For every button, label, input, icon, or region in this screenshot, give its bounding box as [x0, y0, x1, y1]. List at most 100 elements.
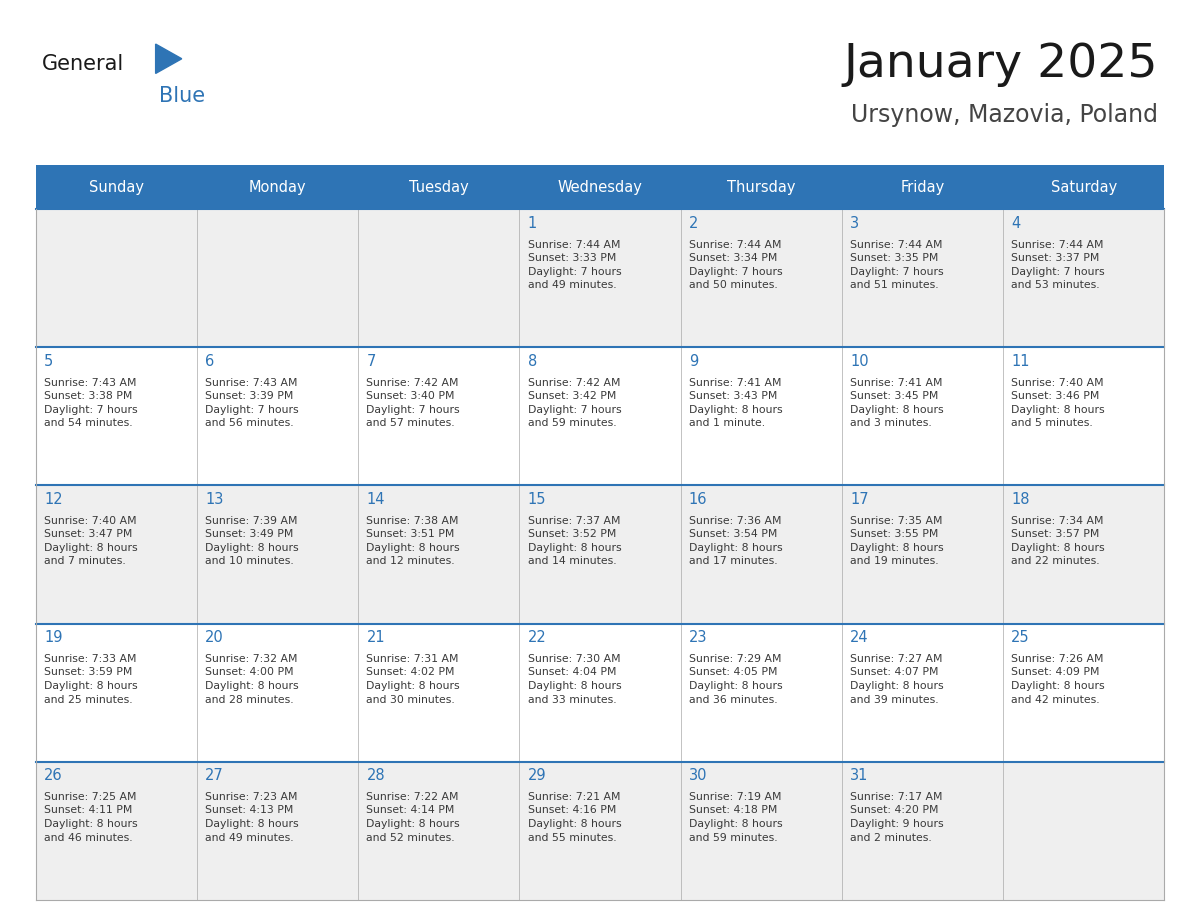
Text: Tuesday: Tuesday: [409, 180, 468, 195]
Text: Sunset: 4:13 PM: Sunset: 4:13 PM: [206, 805, 293, 815]
Text: 25: 25: [1011, 630, 1030, 645]
Text: Daylight: 8 hours: Daylight: 8 hours: [851, 681, 943, 691]
Text: Sunrise: 7:25 AM: Sunrise: 7:25 AM: [44, 792, 137, 801]
Text: Daylight: 8 hours: Daylight: 8 hours: [689, 819, 783, 829]
Text: and 51 minutes.: and 51 minutes.: [851, 280, 939, 290]
Text: Sunset: 4:20 PM: Sunset: 4:20 PM: [851, 805, 939, 815]
Text: Daylight: 8 hours: Daylight: 8 hours: [851, 405, 943, 415]
Text: and 5 minutes.: and 5 minutes.: [1011, 419, 1093, 429]
Bar: [1003, 165, 1164, 209]
Text: and 57 minutes.: and 57 minutes.: [366, 419, 455, 429]
Text: and 50 minutes.: and 50 minutes.: [689, 280, 778, 290]
Text: Sunrise: 7:27 AM: Sunrise: 7:27 AM: [851, 654, 942, 664]
Text: and 2 minutes.: and 2 minutes.: [851, 833, 931, 843]
Text: Thursday: Thursday: [727, 180, 796, 195]
Text: Sunset: 3:35 PM: Sunset: 3:35 PM: [851, 253, 939, 263]
Text: Sunset: 4:00 PM: Sunset: 4:00 PM: [206, 667, 293, 677]
Text: Sunrise: 7:41 AM: Sunrise: 7:41 AM: [689, 377, 782, 387]
Text: Daylight: 8 hours: Daylight: 8 hours: [366, 543, 460, 553]
Text: Sunrise: 7:43 AM: Sunrise: 7:43 AM: [206, 377, 298, 387]
Text: Sunset: 3:54 PM: Sunset: 3:54 PM: [689, 530, 777, 539]
Text: Daylight: 7 hours: Daylight: 7 hours: [527, 267, 621, 276]
Text: 29: 29: [527, 768, 546, 783]
Text: and 14 minutes.: and 14 minutes.: [527, 556, 617, 566]
Text: Sunset: 3:49 PM: Sunset: 3:49 PM: [206, 530, 293, 539]
Text: 17: 17: [851, 492, 868, 507]
Text: 2: 2: [689, 216, 699, 230]
Text: and 49 minutes.: and 49 minutes.: [527, 280, 617, 290]
Text: Sunset: 3:59 PM: Sunset: 3:59 PM: [44, 667, 132, 677]
Text: and 55 minutes.: and 55 minutes.: [527, 833, 617, 843]
Bar: [36, 165, 197, 209]
Text: and 33 minutes.: and 33 minutes.: [527, 695, 617, 704]
Text: and 59 minutes.: and 59 minutes.: [527, 419, 617, 429]
Text: Daylight: 8 hours: Daylight: 8 hours: [206, 543, 299, 553]
Text: 30: 30: [689, 768, 707, 783]
Text: Sunrise: 7:37 AM: Sunrise: 7:37 AM: [527, 516, 620, 526]
Text: Sunset: 3:40 PM: Sunset: 3:40 PM: [366, 391, 455, 401]
Bar: [842, 165, 1003, 209]
Text: and 42 minutes.: and 42 minutes.: [1011, 695, 1100, 704]
Text: 12: 12: [44, 492, 63, 507]
Text: Sunset: 4:09 PM: Sunset: 4:09 PM: [1011, 667, 1100, 677]
Text: and 30 minutes.: and 30 minutes.: [366, 695, 455, 704]
Text: Daylight: 7 hours: Daylight: 7 hours: [689, 267, 783, 276]
Text: and 12 minutes.: and 12 minutes.: [366, 556, 455, 566]
Text: Sunrise: 7:34 AM: Sunrise: 7:34 AM: [1011, 516, 1104, 526]
Text: Wednesday: Wednesday: [557, 180, 643, 195]
Text: 5: 5: [44, 353, 53, 369]
Text: Friday: Friday: [901, 180, 944, 195]
Text: Sunset: 4:05 PM: Sunset: 4:05 PM: [689, 667, 777, 677]
Bar: [36, 486, 1164, 623]
Text: Monday: Monday: [248, 180, 307, 195]
Text: and 19 minutes.: and 19 minutes.: [851, 556, 939, 566]
Text: Daylight: 7 hours: Daylight: 7 hours: [366, 405, 460, 415]
Bar: [681, 165, 842, 209]
Text: Daylight: 8 hours: Daylight: 8 hours: [851, 543, 943, 553]
Text: Sunrise: 7:42 AM: Sunrise: 7:42 AM: [366, 377, 459, 387]
Text: Sunset: 3:34 PM: Sunset: 3:34 PM: [689, 253, 777, 263]
Text: Sunrise: 7:33 AM: Sunrise: 7:33 AM: [44, 654, 137, 664]
Text: Daylight: 9 hours: Daylight: 9 hours: [851, 819, 943, 829]
Text: 19: 19: [44, 630, 63, 645]
Text: Daylight: 8 hours: Daylight: 8 hours: [206, 819, 299, 829]
Text: 26: 26: [44, 768, 63, 783]
Text: January 2025: January 2025: [843, 41, 1158, 87]
Text: Daylight: 7 hours: Daylight: 7 hours: [1011, 267, 1105, 276]
Text: Ursynow, Mazovia, Poland: Ursynow, Mazovia, Poland: [852, 103, 1158, 127]
Text: and 49 minutes.: and 49 minutes.: [206, 833, 293, 843]
Text: Sunrise: 7:17 AM: Sunrise: 7:17 AM: [851, 792, 942, 801]
Text: 31: 31: [851, 768, 868, 783]
Text: 7: 7: [366, 353, 375, 369]
Text: Daylight: 8 hours: Daylight: 8 hours: [689, 405, 783, 415]
Text: Daylight: 8 hours: Daylight: 8 hours: [1011, 405, 1105, 415]
Bar: [36, 623, 1164, 762]
Text: and 28 minutes.: and 28 minutes.: [206, 695, 293, 704]
Text: Daylight: 8 hours: Daylight: 8 hours: [527, 543, 621, 553]
Text: 14: 14: [366, 492, 385, 507]
Text: Sunset: 4:16 PM: Sunset: 4:16 PM: [527, 805, 617, 815]
Text: Sunset: 3:55 PM: Sunset: 3:55 PM: [851, 530, 939, 539]
Text: 21: 21: [366, 630, 385, 645]
Text: General: General: [42, 54, 124, 74]
Text: Sunrise: 7:39 AM: Sunrise: 7:39 AM: [206, 516, 298, 526]
Text: Sunrise: 7:40 AM: Sunrise: 7:40 AM: [44, 516, 137, 526]
Text: Sunset: 4:04 PM: Sunset: 4:04 PM: [527, 667, 617, 677]
Text: and 59 minutes.: and 59 minutes.: [689, 833, 777, 843]
Text: Daylight: 8 hours: Daylight: 8 hours: [44, 819, 138, 829]
Text: 6: 6: [206, 353, 215, 369]
Bar: [358, 165, 519, 209]
Text: 22: 22: [527, 630, 546, 645]
Text: 18: 18: [1011, 492, 1030, 507]
Text: 27: 27: [206, 768, 223, 783]
Text: and 10 minutes.: and 10 minutes.: [206, 556, 293, 566]
Text: Daylight: 8 hours: Daylight: 8 hours: [206, 681, 299, 691]
Text: Sunset: 3:38 PM: Sunset: 3:38 PM: [44, 391, 132, 401]
Text: 24: 24: [851, 630, 868, 645]
Text: Sunrise: 7:35 AM: Sunrise: 7:35 AM: [851, 516, 942, 526]
Bar: [519, 165, 681, 209]
Text: and 7 minutes.: and 7 minutes.: [44, 556, 126, 566]
Text: Sunrise: 7:32 AM: Sunrise: 7:32 AM: [206, 654, 298, 664]
Text: Sunrise: 7:19 AM: Sunrise: 7:19 AM: [689, 792, 782, 801]
Text: 9: 9: [689, 353, 699, 369]
